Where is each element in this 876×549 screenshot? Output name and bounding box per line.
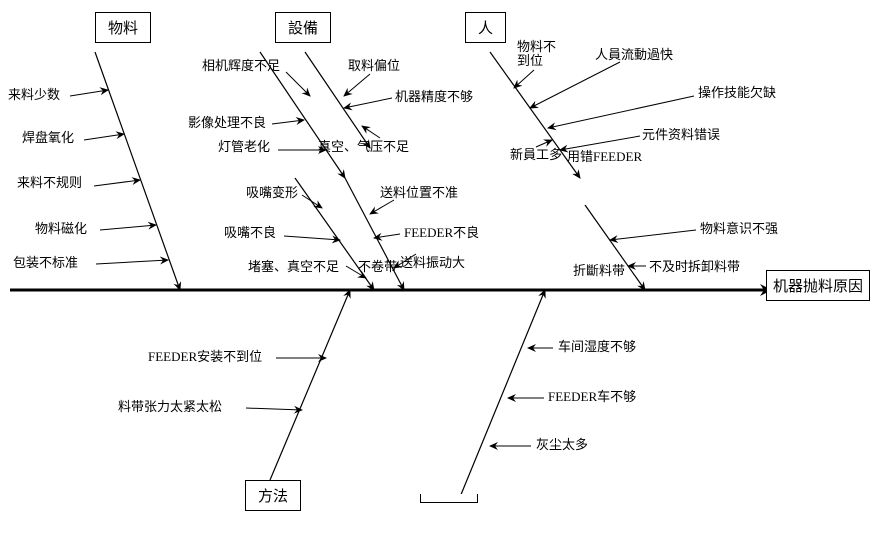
cause-label: 吸嘴不良 bbox=[224, 226, 276, 240]
cause-label: 人員流動過快 bbox=[595, 48, 673, 62]
cause-label: FEEDER安装不到位 bbox=[148, 350, 262, 364]
category-box-method: 方法 bbox=[245, 480, 301, 511]
cause-label: 用错FEEDER bbox=[567, 150, 642, 164]
cause-label: 灰尘太多 bbox=[536, 438, 588, 452]
cause-label: 折斷料带 bbox=[573, 264, 625, 278]
category-box-environment bbox=[420, 494, 478, 503]
cause-label: 不及时拆卸料带 bbox=[649, 260, 740, 274]
cause-label: 来料少数 bbox=[8, 88, 60, 102]
cause-label: 料带张力太紧太松 bbox=[118, 400, 222, 414]
effect-box: 机器抛料原因 bbox=[766, 270, 870, 301]
cause-label: 来料不规则 bbox=[17, 176, 82, 190]
cause-label: 机器精度不够 bbox=[395, 90, 473, 104]
cause-label: 焊盘氧化 bbox=[22, 131, 74, 145]
cause-label: 新員工多 bbox=[510, 148, 562, 162]
category-label: 設備 bbox=[288, 21, 318, 37]
category-label: 物料 bbox=[108, 21, 138, 37]
cause-label: 物料意识不强 bbox=[700, 222, 778, 236]
category-box-people: 人 bbox=[465, 12, 506, 43]
cause-label: 真空、气压不足 bbox=[318, 140, 409, 154]
cause-label: 物料不 到位 bbox=[517, 40, 556, 69]
cause-label: 相机辉度不足 bbox=[202, 59, 280, 73]
category-label: 方法 bbox=[258, 489, 288, 505]
cause-label: 物料磁化 bbox=[35, 222, 87, 236]
cause-label: 影像处理不良 bbox=[188, 116, 266, 130]
cause-label: 送料振动大 bbox=[400, 256, 465, 270]
category-box-material: 物料 bbox=[95, 12, 151, 43]
cause-label: 车间湿度不够 bbox=[558, 340, 636, 354]
cause-label: 操作技能欠缺 bbox=[698, 86, 776, 100]
category-label: 人 bbox=[478, 21, 493, 37]
cause-label: 包装不标准 bbox=[13, 256, 78, 270]
cause-label: 吸嘴变形 bbox=[246, 186, 298, 200]
cause-label: FEEDER不良 bbox=[404, 226, 479, 240]
cause-label: 堵塞、真空不足 bbox=[248, 260, 339, 274]
effect-label: 机器抛料原因 bbox=[773, 279, 863, 295]
fishbone-diagram: 物料 設備 人方法 机器抛料原因 来料少数焊盘氧化来料不规则物料磁化包装不标准 相机辉度不… bbox=[0, 0, 876, 549]
category-box-equipment: 設備 bbox=[275, 12, 331, 43]
cause-label: 灯管老化 bbox=[218, 140, 270, 154]
cause-label: 元件资料错误 bbox=[642, 128, 720, 142]
fishbone-svg bbox=[0, 0, 876, 549]
cause-label: 取料偏位 bbox=[348, 59, 400, 73]
cause-label: 不卷带 bbox=[358, 260, 397, 274]
cause-label: FEEDER车不够 bbox=[548, 390, 636, 404]
cause-label: 送料位置不准 bbox=[380, 186, 458, 200]
